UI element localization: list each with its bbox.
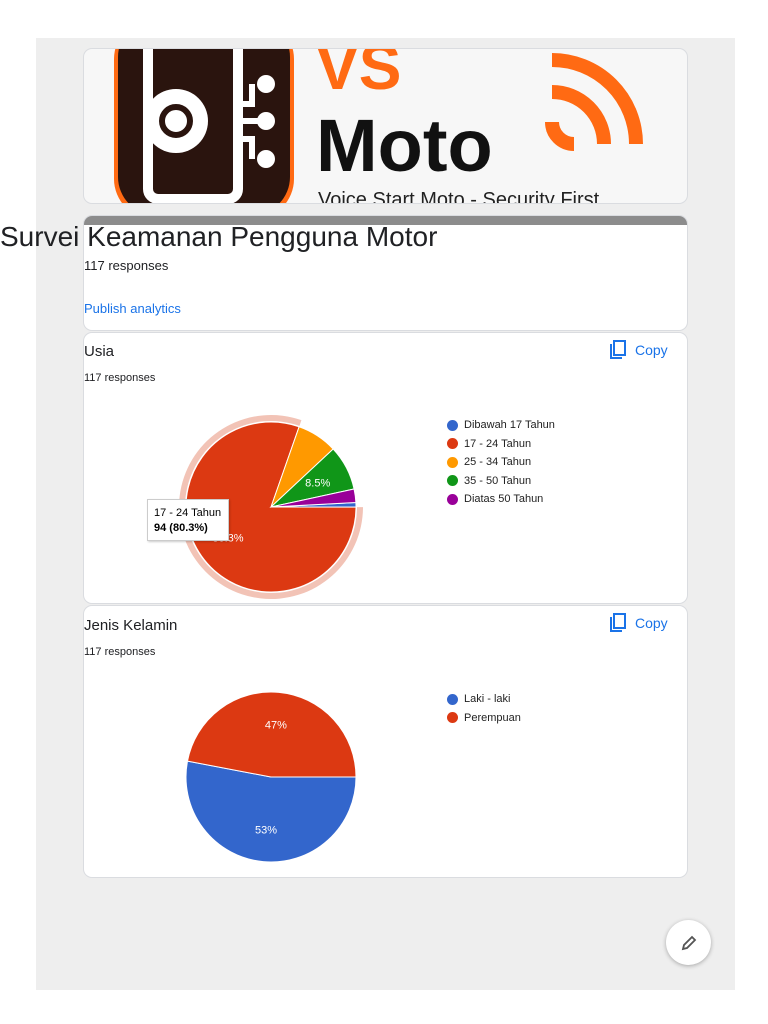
- legend-label: Laki - laki: [464, 693, 511, 706]
- svg-text:VS: VS: [316, 49, 401, 103]
- copy-label: Copy: [635, 342, 668, 358]
- legend-swatch: [447, 712, 458, 724]
- legend-swatch: [447, 475, 458, 487]
- form-summary-card: [84, 216, 687, 330]
- legend-label: 17 - 24 Tahun: [464, 437, 532, 450]
- edit-button[interactable]: [666, 920, 711, 965]
- legend-label: Dibawah 17 Tahun: [464, 419, 555, 432]
- legend-item[interactable]: 35 - 50 Tahun: [447, 472, 555, 491]
- legend-swatch: [447, 438, 458, 450]
- legend-label: 25 - 34 Tahun: [464, 456, 532, 469]
- svg-text:Moto: Moto: [316, 104, 493, 187]
- copy-chart-button[interactable]: Copy: [609, 613, 668, 633]
- svg-text:Voice Start Moto - Security Fi: Voice Start Moto - Security First: [318, 189, 600, 203]
- publish-analytics-link[interactable]: Publish analytics: [84, 301, 181, 316]
- legend-swatch: [447, 493, 458, 505]
- copy-label: Copy: [635, 615, 668, 631]
- pie-slice-diatas-50-tahun[interactable]: [270, 488, 357, 508]
- question-responses: 117 responses: [84, 646, 156, 658]
- slice-label: 47%: [265, 720, 287, 732]
- tooltip-label: 17 - 24 Tahun: [154, 507, 222, 519]
- pie-slice-laki-laki[interactable]: [185, 760, 357, 863]
- question-card-usia: [84, 333, 687, 603]
- vsmoto-logo: VS Moto Voice Start Moto - Security Firs…: [114, 49, 643, 203]
- chart-legend: Dibawah 17 Tahun 17 - 24 Tahun 25 - 34 Tah…: [447, 416, 555, 509]
- legend-swatch: [447, 419, 458, 431]
- legend-swatch: [447, 693, 458, 705]
- header-banner: VS Moto Voice Start Moto - Security Firs…: [84, 49, 687, 203]
- legend-swatch: [447, 456, 458, 468]
- chart-legend: Laki - laki Perempuan: [447, 690, 521, 727]
- legend-item[interactable]: Perempuan: [447, 709, 521, 728]
- legend-item[interactable]: 17 - 24 Tahun: [447, 435, 555, 454]
- copy-icon: [610, 340, 626, 359]
- legend-item[interactable]: Diatas 50 Tahun: [447, 490, 555, 509]
- legend-item[interactable]: Laki - laki: [447, 690, 521, 709]
- question-responses: 117 responses: [84, 372, 156, 384]
- legend-label: Diatas 50 Tahun: [464, 493, 544, 506]
- question-card-jenis-kelamin: [84, 606, 687, 877]
- chart-tooltip: 17 - 24 Tahun 94 (80.3%): [147, 499, 229, 541]
- slice-label: 8.5%: [305, 478, 330, 490]
- pencil-icon: [681, 935, 696, 950]
- legend-label: Perempuan: [464, 711, 521, 724]
- card-accent-bar: [84, 216, 687, 225]
- form-title: Survei Keamanan Pengguna Motor: [0, 221, 438, 252]
- question-title: Usia: [84, 343, 115, 360]
- pie-chart-jenis-kelamin: 53% 47%: [185, 691, 357, 863]
- legend-item[interactable]: 25 - 34 Tahun: [447, 453, 555, 472]
- question-title: Jenis Kelamin: [84, 617, 178, 634]
- legend-item[interactable]: Dibawah 17 Tahun: [447, 416, 555, 435]
- copy-icon: [610, 613, 626, 632]
- slice-label: 53%: [255, 824, 277, 836]
- copy-chart-button[interactable]: Copy: [609, 340, 668, 360]
- tooltip-value: 94 (80.3%): [154, 522, 208, 534]
- total-responses: 117 responses: [84, 258, 169, 273]
- legend-label: 35 - 50 Tahun: [464, 474, 532, 487]
- pie-slice-perempuan[interactable]: [186, 691, 357, 778]
- pie-chart-usia: 80.3%8.5%: [179, 415, 363, 599]
